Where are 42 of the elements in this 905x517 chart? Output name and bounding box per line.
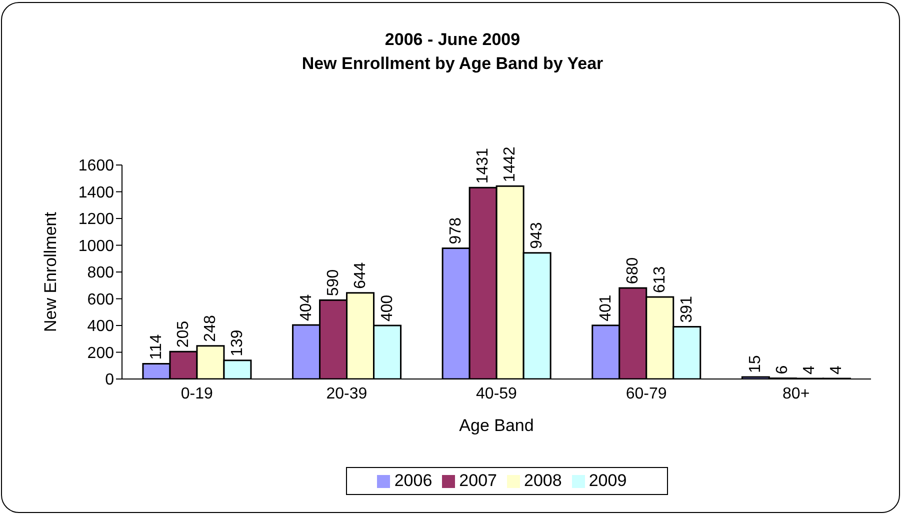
- data-label: 978: [448, 217, 465, 244]
- data-label: 401: [597, 294, 614, 322]
- legend-label: 2006: [394, 471, 432, 490]
- legend-label: 2008: [524, 471, 562, 490]
- x-axis-title: Age Band: [459, 416, 534, 436]
- data-label: 590: [324, 269, 342, 296]
- chart-title: 2006 - June 2009: [384, 29, 522, 51]
- data-label: 391: [678, 296, 696, 323]
- data-label: 205: [174, 320, 192, 348]
- x-tick-label: 80+: [782, 385, 810, 402]
- data-label: 4: [828, 365, 846, 374]
- y-tick-label: 1600: [78, 158, 114, 175]
- legend-label: 2009: [588, 471, 627, 490]
- y-axis-title: New Enrollment: [41, 212, 60, 332]
- data-label: 943: [528, 222, 546, 249]
- data-label: 404: [298, 294, 315, 321]
- y-tick-label: 200: [87, 344, 114, 362]
- chart-subtitle: New Enrollment by Age Band by Year: [300, 53, 604, 75]
- data-label: 680: [624, 257, 642, 284]
- data-label: 114: [148, 334, 165, 360]
- data-label: 1431: [474, 148, 492, 184]
- y-tick-label: 0: [105, 372, 114, 389]
- x-tick-label: 60-79: [626, 385, 667, 402]
- data-label: 644: [352, 262, 369, 289]
- x-tick-label: 0-19: [180, 385, 214, 402]
- x-tick-label: 20-39: [326, 385, 368, 402]
- data-label: 400: [378, 294, 396, 322]
- y-tick-label: 1000: [78, 238, 114, 255]
- data-label: 4: [801, 365, 818, 374]
- data-label: 248: [202, 315, 219, 342]
- y-tick-label: 800: [87, 264, 114, 282]
- y-tick-label: 600: [87, 291, 114, 308]
- data-label: 6: [774, 365, 792, 374]
- data-label: 139: [228, 330, 246, 356]
- data-label: 15: [747, 355, 764, 373]
- data-label: 1442: [502, 146, 519, 182]
- x-tick-label: 40-59: [476, 385, 518, 402]
- legend-label: 2007: [459, 471, 497, 490]
- y-tick-label: 1400: [78, 184, 114, 202]
- y-tick-label: 400: [87, 318, 114, 336]
- data-label: 613: [651, 266, 668, 294]
- y-tick-label: 1200: [78, 211, 114, 228]
